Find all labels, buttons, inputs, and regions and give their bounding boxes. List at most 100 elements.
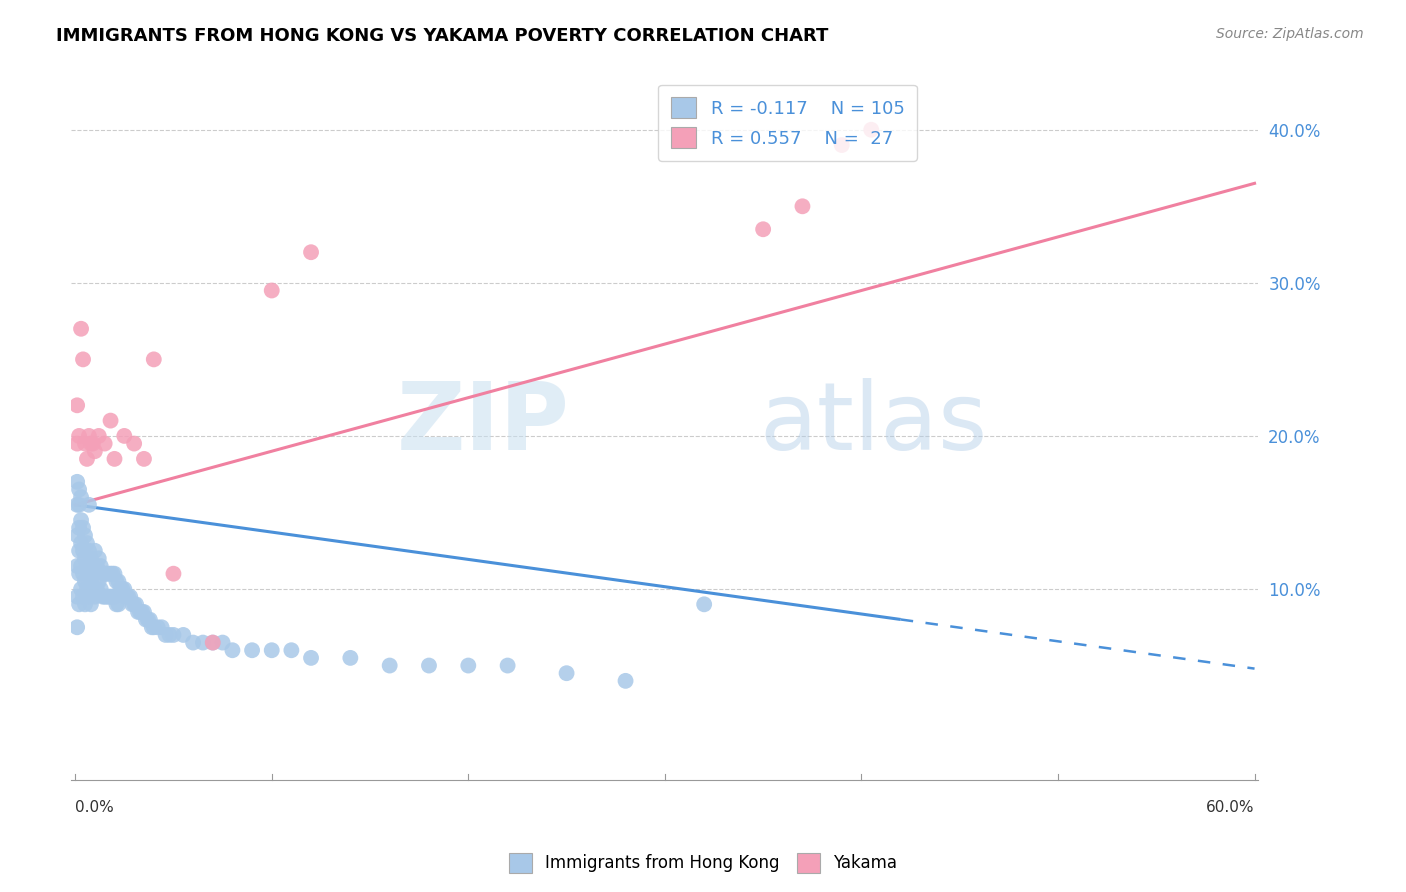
Point xyxy=(120,590,142,604)
Point xyxy=(76,536,98,550)
Point xyxy=(112,582,135,596)
Point xyxy=(80,436,103,450)
Point xyxy=(299,245,322,260)
Point xyxy=(155,628,177,642)
Point xyxy=(97,566,120,581)
Point xyxy=(83,590,105,604)
Point xyxy=(107,574,129,589)
Point xyxy=(172,628,194,642)
Point xyxy=(162,628,184,642)
Point xyxy=(73,597,96,611)
Point xyxy=(80,597,103,611)
Point xyxy=(91,566,114,581)
Point xyxy=(66,436,89,450)
Point xyxy=(87,429,110,443)
Point xyxy=(860,122,883,136)
Point xyxy=(93,566,115,581)
Point xyxy=(67,521,90,535)
Point xyxy=(72,521,94,535)
Point xyxy=(136,613,159,627)
Point xyxy=(66,620,89,634)
Text: Source: ZipAtlas.com: Source: ZipAtlas.com xyxy=(1216,27,1364,41)
Point xyxy=(77,429,100,443)
Point xyxy=(260,643,283,657)
Point xyxy=(96,566,118,581)
Point xyxy=(162,566,184,581)
Point xyxy=(70,322,93,336)
Point xyxy=(66,559,89,574)
Point xyxy=(115,590,138,604)
Point xyxy=(280,643,302,657)
Point xyxy=(146,620,169,634)
Point xyxy=(70,536,93,550)
Point xyxy=(76,559,98,574)
Point xyxy=(90,559,112,574)
Point xyxy=(66,398,89,412)
Point xyxy=(83,444,105,458)
Point xyxy=(72,566,94,581)
Point xyxy=(77,566,100,581)
Point xyxy=(70,513,93,527)
Point xyxy=(142,352,165,367)
Point xyxy=(77,590,100,604)
Point xyxy=(831,138,853,153)
Point xyxy=(201,635,224,649)
Point xyxy=(135,613,157,627)
Text: 60.0%: 60.0% xyxy=(1206,800,1254,815)
Point xyxy=(73,574,96,589)
Point xyxy=(70,582,93,596)
Point xyxy=(83,543,105,558)
Point xyxy=(260,284,283,298)
Point xyxy=(97,590,120,604)
Point xyxy=(66,498,89,512)
Point xyxy=(77,498,100,512)
Point xyxy=(117,590,139,604)
Point xyxy=(66,590,89,604)
Point xyxy=(67,566,90,581)
Point xyxy=(66,528,89,542)
Point xyxy=(792,199,814,213)
Point xyxy=(87,551,110,566)
Point xyxy=(82,582,104,596)
Point xyxy=(141,620,163,634)
Point xyxy=(100,590,122,604)
Point xyxy=(378,658,401,673)
Point xyxy=(72,352,94,367)
Point xyxy=(101,566,124,581)
Point xyxy=(100,566,122,581)
Point xyxy=(191,635,214,649)
Point xyxy=(299,651,322,665)
Point xyxy=(752,222,775,236)
Point xyxy=(139,613,162,627)
Point xyxy=(142,620,165,634)
Point xyxy=(211,635,233,649)
Point xyxy=(127,605,149,619)
Point xyxy=(132,605,155,619)
Point xyxy=(67,597,90,611)
Point xyxy=(150,620,173,634)
Point xyxy=(107,597,129,611)
Point xyxy=(112,429,135,443)
Point xyxy=(76,451,98,466)
Point xyxy=(93,590,115,604)
Point xyxy=(101,590,124,604)
Point xyxy=(181,635,204,649)
Point xyxy=(67,498,90,512)
Legend: R = -0.117    N = 105, R = 0.557    N =  27: R = -0.117 N = 105, R = 0.557 N = 27 xyxy=(658,85,917,161)
Point xyxy=(132,451,155,466)
Point xyxy=(105,574,128,589)
Point xyxy=(66,475,89,489)
Point xyxy=(87,574,110,589)
Point xyxy=(159,628,181,642)
Point xyxy=(555,666,578,681)
Text: 0.0%: 0.0% xyxy=(75,800,114,815)
Point xyxy=(86,559,108,574)
Point xyxy=(121,597,143,611)
Point xyxy=(125,597,148,611)
Point xyxy=(96,590,118,604)
Point xyxy=(110,582,132,596)
Point xyxy=(111,582,134,596)
Point xyxy=(93,436,115,450)
Point xyxy=(76,582,98,596)
Text: atlas: atlas xyxy=(759,378,988,470)
